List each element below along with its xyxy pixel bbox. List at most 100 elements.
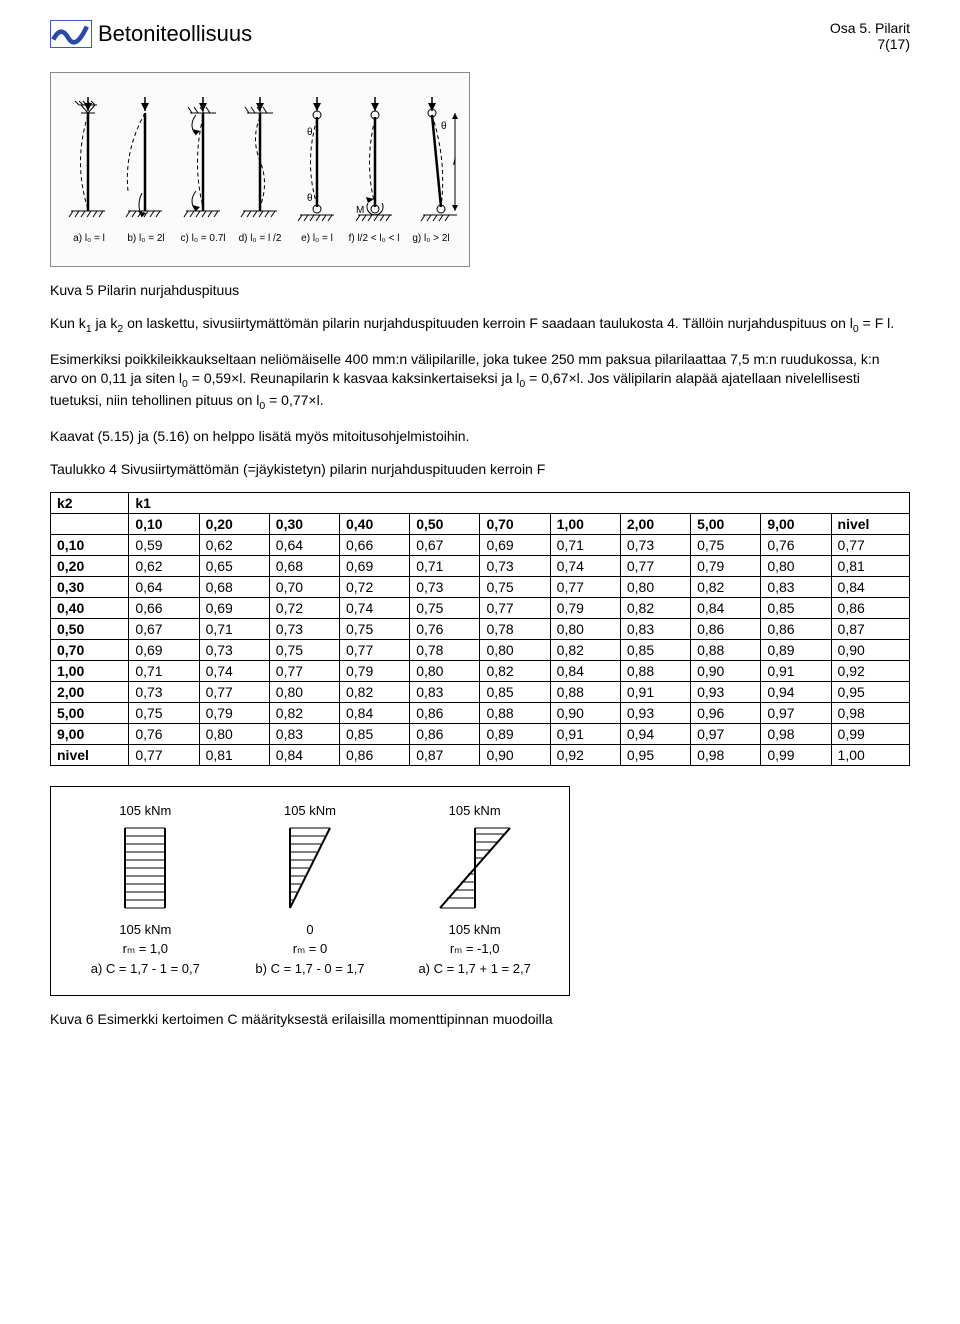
cell: 0,85 bbox=[340, 724, 410, 745]
caption-b: b) l₀ = 2l bbox=[118, 233, 174, 244]
cell: 0,75 bbox=[129, 703, 199, 724]
cell: 0,79 bbox=[199, 703, 269, 724]
table-4-caption: Taulukko 4 Sivusiirtymättömän (=jäykiste… bbox=[50, 460, 910, 479]
cell: 0,96 bbox=[691, 703, 761, 724]
moment-svg-b bbox=[250, 818, 370, 918]
col-header: 1,00 bbox=[550, 514, 620, 535]
table-row: nivel0,770,810,840,860,870,900,920,950,9… bbox=[51, 745, 910, 766]
cell: 0,73 bbox=[199, 640, 269, 661]
cell: 0,99 bbox=[761, 745, 831, 766]
cell: 0,68 bbox=[269, 556, 339, 577]
cell: 0,71 bbox=[129, 661, 199, 682]
c-label-c: a) C = 1,7 + 1 = 2,7 bbox=[400, 961, 550, 976]
cell: 0,71 bbox=[410, 556, 480, 577]
rm-label-b: rₘ = 0 bbox=[235, 941, 385, 957]
cell: 0,73 bbox=[620, 535, 690, 556]
cell: 0,80 bbox=[480, 640, 550, 661]
cell: 0,80 bbox=[761, 556, 831, 577]
row-header: 0,30 bbox=[51, 577, 129, 598]
header-left: Betoniteollisuus bbox=[50, 20, 252, 48]
caption-a: a) l₀ = l bbox=[61, 233, 117, 244]
cell: 0,71 bbox=[550, 535, 620, 556]
cell: 0,97 bbox=[691, 724, 761, 745]
rm-label-a: rₘ = 1,0 bbox=[70, 941, 220, 957]
cell: 0,80 bbox=[199, 724, 269, 745]
moment-col-c: 105 kNm 105 kNm rₘ = -1,0 a) C = 1,7 + 1… bbox=[400, 799, 550, 976]
cell: 0,79 bbox=[340, 661, 410, 682]
top-label-b: 105 kNm bbox=[235, 803, 385, 818]
cell: 0,86 bbox=[410, 703, 480, 724]
table-row: 0,100,590,620,640,660,670,690,710,730,75… bbox=[51, 535, 910, 556]
cell: 0,77 bbox=[340, 640, 410, 661]
figure-5-captions: a) l₀ = l b) l₀ = 2l c) l₀ = 0.7l d) l₀ … bbox=[61, 233, 459, 244]
caption-d: d) l₀ = l /2 bbox=[232, 233, 288, 244]
cell: 0,67 bbox=[129, 619, 199, 640]
cell: 0,85 bbox=[620, 640, 690, 661]
col-header: 0,30 bbox=[269, 514, 339, 535]
column-diagram-b bbox=[118, 91, 172, 231]
cell: 0,91 bbox=[620, 682, 690, 703]
cell: 0,82 bbox=[340, 682, 410, 703]
column-diagram-e: θ θ bbox=[290, 91, 344, 231]
cell: 0,98 bbox=[691, 745, 761, 766]
cell: 0,76 bbox=[761, 535, 831, 556]
figure-5-caption: Kuva 5 Pilarin nurjahduspituus bbox=[50, 281, 910, 300]
figure-5-box: θ θ M θ l bbox=[50, 72, 470, 267]
header-right: Osa 5. Pilarit 7(17) bbox=[830, 20, 910, 52]
cell: 0,83 bbox=[761, 577, 831, 598]
figure-6-caption: Kuva 6 Esimerkki kertoimen C määritykses… bbox=[50, 1010, 910, 1029]
cell: 0,78 bbox=[480, 619, 550, 640]
cell: 0,64 bbox=[129, 577, 199, 598]
col-header: 9,00 bbox=[761, 514, 831, 535]
cell: 0,65 bbox=[199, 556, 269, 577]
cell: 0,74 bbox=[199, 661, 269, 682]
cell: 0,75 bbox=[340, 619, 410, 640]
cell: 0,75 bbox=[691, 535, 761, 556]
cell: 0,69 bbox=[340, 556, 410, 577]
table-4: k2 k1 0,100,200,300,400,500,701,002,005,… bbox=[50, 492, 910, 766]
cell: 0,80 bbox=[410, 661, 480, 682]
cell: 0,97 bbox=[761, 703, 831, 724]
page-number: 7(17) bbox=[830, 36, 910, 52]
table-row: 0,700,690,730,750,770,780,800,820,850,88… bbox=[51, 640, 910, 661]
brand-logo-icon bbox=[50, 20, 92, 48]
cell: 0,89 bbox=[480, 724, 550, 745]
col-header: nivel bbox=[831, 514, 909, 535]
cell: 0,84 bbox=[831, 577, 909, 598]
cell: 0,92 bbox=[550, 745, 620, 766]
paragraph-3: Esimerkiksi poikkileikkaukseltaan neliöm… bbox=[50, 350, 910, 413]
caption-c: c) l₀ = 0.7l bbox=[175, 233, 231, 244]
top-label-a: 105 kNm bbox=[70, 803, 220, 818]
cell: 0,62 bbox=[199, 535, 269, 556]
cell: 0,74 bbox=[550, 556, 620, 577]
cell: 0,90 bbox=[691, 661, 761, 682]
cell: 0,89 bbox=[761, 640, 831, 661]
cell: 0,81 bbox=[199, 745, 269, 766]
cell: 0,76 bbox=[129, 724, 199, 745]
cell: 0,93 bbox=[620, 703, 690, 724]
cell: 0,94 bbox=[620, 724, 690, 745]
c-label-b: b) C = 1,7 - 0 = 1,7 bbox=[235, 961, 385, 976]
page-header: Betoniteollisuus Osa 5. Pilarit 7(17) bbox=[50, 20, 910, 52]
cell: 0,66 bbox=[340, 535, 410, 556]
bottom-label-b: 0 bbox=[235, 922, 385, 937]
column-diagrams-row: θ θ M θ l bbox=[61, 81, 459, 231]
c-label-a: a) C = 1,7 - 1 = 0,7 bbox=[70, 961, 220, 976]
cell: 0,77 bbox=[269, 661, 339, 682]
column-diagram-g: θ l bbox=[405, 91, 459, 231]
svg-text:θ: θ bbox=[307, 127, 313, 138]
cell: 0,71 bbox=[199, 619, 269, 640]
table-row: 0,200,620,650,680,690,710,730,740,770,79… bbox=[51, 556, 910, 577]
table-row: 0,500,670,710,730,750,760,780,800,830,86… bbox=[51, 619, 910, 640]
cell: 0,66 bbox=[129, 598, 199, 619]
cell: 0,73 bbox=[129, 682, 199, 703]
bottom-label-a: 105 kNm bbox=[70, 922, 220, 937]
cell: 0,77 bbox=[129, 745, 199, 766]
moment-diagrams-row: 105 kNm 105 kNm rₘ = 1,0 a) C = 1,7 - 1 … bbox=[63, 799, 557, 976]
cell: 0,59 bbox=[129, 535, 199, 556]
svg-text:θ: θ bbox=[307, 193, 313, 204]
row-header: 0,50 bbox=[51, 619, 129, 640]
cell: 0,84 bbox=[550, 661, 620, 682]
cell: 0,80 bbox=[269, 682, 339, 703]
cell: 0,75 bbox=[480, 577, 550, 598]
